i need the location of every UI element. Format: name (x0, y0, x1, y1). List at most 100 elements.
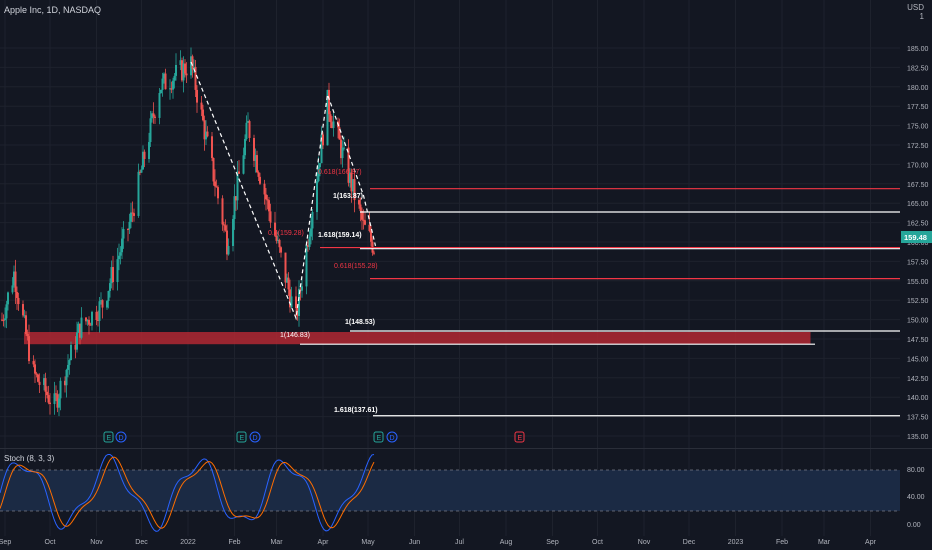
candle-body (142, 151, 144, 170)
candle-body (173, 75, 176, 81)
dividend-marker[interactable]: D (249, 431, 261, 443)
time-tick: 2022 (180, 539, 196, 546)
candle-body (287, 277, 290, 290)
time-tick: Oct (592, 539, 603, 546)
stoch-k-line (0, 453, 375, 532)
candle-body (332, 121, 335, 128)
currency-label[interactable]: USD 1 (907, 3, 924, 21)
candle-body (232, 218, 234, 247)
candle-body (164, 73, 167, 90)
time-tick: Sep (0, 539, 11, 546)
price-tick: 135.00 (907, 434, 929, 441)
svg-text:159.48: 159.48 (904, 233, 927, 242)
price-tick: 172.50 (907, 143, 929, 150)
candle-body (203, 120, 206, 140)
candle-body (185, 73, 188, 76)
dividend-marker[interactable]: D (386, 431, 398, 443)
price-tick: 182.50 (907, 65, 929, 72)
candle-body (343, 147, 345, 149)
earnings-marker-future[interactable]: E (514, 431, 525, 443)
zigzag-path (190, 61, 377, 321)
candle-body (143, 151, 146, 159)
candle-body (298, 288, 300, 316)
fib-label-l7: 1(146.83) (280, 332, 310, 339)
earnings-marker[interactable]: E (103, 431, 114, 443)
candle-body (128, 221, 131, 230)
candle-body (370, 230, 372, 242)
candle-body (280, 247, 282, 253)
candle-body (116, 259, 119, 283)
candle-body (7, 292, 9, 305)
stoch-d-line (0, 456, 375, 529)
fib-labels: 0.618(166.87) 1(163.87) 0.5(159.28) 1.61… (268, 169, 378, 414)
candle-body (109, 283, 111, 291)
candle-body (95, 311, 98, 320)
candle-body (68, 360, 71, 365)
candle-body (206, 131, 209, 137)
candle-body (65, 369, 68, 386)
candle-body (359, 204, 362, 212)
stoch-label[interactable]: Stoch (8, 3, 3) (4, 454, 55, 463)
time-tick: Apr (865, 539, 877, 546)
candle-body (338, 127, 341, 140)
price-tick: 167.50 (907, 182, 929, 189)
candle-body (55, 393, 57, 395)
candle-body (38, 381, 41, 385)
candle-body (200, 102, 203, 110)
candle-body (223, 224, 225, 226)
dividend-marker[interactable]: D (115, 431, 127, 443)
candle-body (194, 66, 197, 90)
stoch-band (0, 470, 900, 511)
symbol-title[interactable]: Apple Inc, 1D, NASDAQ (4, 5, 102, 15)
time-axis[interactable]: Sep Oct Nov Dec 2022 Feb Mar Apr May Jun Jul Aug Sep… (0, 539, 877, 546)
candle-body (311, 212, 314, 229)
time-tick: Apr (318, 539, 330, 546)
price-tick: 155.00 (907, 279, 929, 286)
earnings-marker[interactable]: E (373, 431, 384, 443)
currency-code: USD (907, 3, 924, 12)
candle-body (119, 252, 122, 256)
svg-text:D: D (119, 435, 124, 442)
price-axis[interactable]: 185.00 182.50 180.00 177.50 175.00 172.50 170.… (907, 46, 929, 441)
candle-body (160, 89, 162, 93)
candle-body (289, 289, 291, 308)
candle-body (46, 391, 48, 396)
stoch-tick: 40.00 (907, 494, 925, 501)
stoch-tick: 80.00 (907, 467, 925, 474)
demand-zone (24, 332, 811, 345)
candle-body (347, 147, 350, 183)
candle-body (340, 139, 342, 159)
candle-body (148, 142, 150, 159)
candle-body (256, 155, 258, 173)
svg-text:E: E (240, 435, 245, 442)
candle-body (151, 113, 153, 119)
candle-body (133, 213, 135, 216)
candle-body (107, 290, 110, 301)
candle-body (64, 380, 66, 386)
candle-body (179, 60, 182, 65)
candle-body (217, 187, 219, 199)
price-tick: 145.00 (907, 356, 929, 363)
candle-body (202, 109, 204, 121)
time-tick: Aug (500, 539, 513, 546)
time-tick: Oct (45, 539, 56, 546)
time-tick: Feb (228, 539, 240, 546)
svg-text:E: E (518, 435, 523, 442)
event-markers[interactable]: E D E D E D E (103, 431, 525, 443)
candle-body (244, 138, 246, 156)
candle-body (215, 186, 218, 188)
earnings-marker[interactable]: E (236, 431, 247, 443)
candle-body (77, 323, 80, 333)
price-tick: 165.00 (907, 201, 929, 208)
zone-rect (24, 332, 811, 345)
candle-body (238, 171, 240, 174)
candle-body (245, 122, 248, 139)
candle-body (373, 252, 375, 254)
candle-body (274, 222, 276, 236)
candle-body (257, 172, 260, 177)
candle-body (172, 80, 174, 90)
candle-body (358, 200, 360, 205)
candle-body (310, 228, 312, 237)
fib-label-l4: 1.618(159.14) (318, 232, 362, 239)
